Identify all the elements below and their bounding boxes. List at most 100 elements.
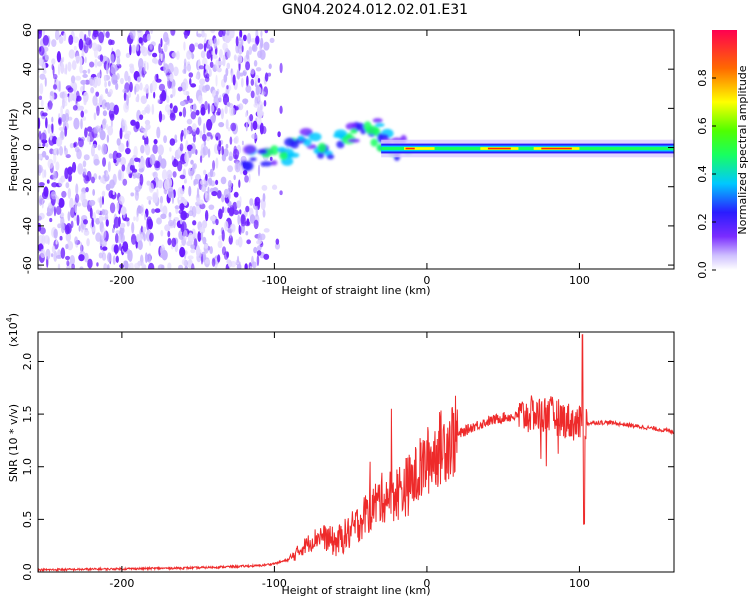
colorbar-gradient (712, 30, 737, 270)
spectrogram-noise-blob (101, 99, 107, 110)
spectrogram-noise-blob (74, 204, 77, 214)
spectrogram-noise-blob (233, 174, 236, 181)
spectrogram-noise-blob (41, 191, 49, 200)
spectrogram-noise-blob (217, 254, 221, 263)
spectrogram-noise-blob (200, 50, 206, 59)
spectrogram-noise-blob (163, 179, 170, 191)
spectrogram-noise-blob (121, 164, 126, 172)
spectrogram-noise-blob (169, 73, 174, 82)
spectrogram-noise-blob (186, 50, 192, 60)
spectrogram-noise-blob (259, 49, 266, 61)
spectrogram-noise-blob (156, 217, 162, 225)
spectrogram-noise-blob (157, 179, 163, 189)
spectrogram-noise-blob (156, 126, 161, 139)
spectrogram-noise-blob (73, 45, 77, 51)
spectrogram-noise-blob (109, 202, 116, 214)
spectrogram-noise-blob (206, 118, 213, 131)
spectrogram-noise-blob (248, 46, 253, 55)
spectrogram-noise-blob (55, 205, 62, 216)
spectrogram-noise-blob (195, 245, 201, 257)
spectrogram-noise-blob (189, 43, 195, 53)
colorbar-tick-label: 0.4 (696, 165, 709, 183)
spectrogram-noise-blob (167, 62, 174, 74)
spectrogram-noise-blob (202, 57, 208, 67)
spectrogram-noise-blob (68, 34, 74, 46)
spectrogram-ytick-label: 20 (21, 101, 34, 115)
spectrogram-noise-blob (91, 217, 94, 228)
spectrogram-noise-blob (167, 230, 171, 238)
spectrogram-noise-blob (155, 78, 162, 83)
spectrogram-noise-blob (263, 253, 270, 260)
spectrogram-noise-blob (136, 76, 141, 83)
spectrogram-noise-blob (136, 43, 140, 52)
spectrogram-noise-blob (227, 260, 233, 268)
spectrogram-noise-blob (186, 63, 192, 72)
spectrogram-noise-blob (55, 239, 58, 245)
spectrogram-noise-blob (57, 223, 62, 229)
spectrogram-noise-blob (211, 50, 216, 56)
spectrogram-noise-blob (171, 237, 177, 248)
spectrogram-noise-blob (250, 78, 255, 86)
spectrogram-noise-blob (187, 255, 194, 260)
spectrogram-noise-blob (227, 186, 232, 193)
spectrogram-noise-blob (56, 196, 60, 205)
spectrogram-noise-blob (107, 161, 111, 173)
spectrogram-noise-blob (105, 62, 109, 75)
spectrogram-noise-blob (200, 231, 204, 241)
spectrogram-noise-blob (230, 223, 236, 233)
spectrogram-noise-blob (218, 149, 221, 155)
spectrogram-noise-blob (137, 30, 143, 39)
spectrogram-noise-blob (210, 30, 216, 34)
spectrogram-noise-blob (223, 188, 229, 198)
spectrogram-noise-blob (91, 32, 97, 40)
spectrogram-noise-blob (92, 189, 96, 196)
spectrogram-noise-blob (65, 255, 71, 261)
spectrogram-noise-blob (38, 95, 43, 100)
spectrogram-ytick-label: 40 (21, 62, 34, 76)
spectrogram-noise-blob (70, 207, 76, 218)
spectrogram-noise-blob (86, 238, 90, 247)
spectrogram-noise-blob (236, 93, 241, 102)
spectrogram-noise-blob (183, 41, 186, 51)
spectrogram-noise-blob (223, 74, 228, 83)
spectrogram-noise-blob (144, 119, 151, 126)
spectrogram-noise-blob (108, 88, 113, 95)
spectrogram-noise-blob (230, 122, 237, 132)
spectrogram-noise-blob (255, 84, 260, 96)
spectrogram-noise-blob (240, 213, 246, 225)
spectrogram-noise-blob (169, 146, 172, 152)
spectrogram-noise-blob (148, 182, 154, 193)
spectrogram-noise-blob (215, 218, 219, 226)
spectrogram-noise-blob (104, 81, 108, 88)
spectrogram-noise-blob (263, 100, 267, 107)
spectrogram-noise-blob (75, 183, 79, 195)
spectrogram-noise-blob (66, 240, 74, 251)
spectrogram-noise-blob (190, 111, 197, 120)
spectrogram-noise-blob (173, 105, 178, 114)
spectrogram-noise-blob (40, 99, 44, 107)
spectrogram-noise-blob (132, 168, 138, 173)
spectrogram-noise-blob (245, 61, 251, 71)
spectrogram-noise-blob (158, 83, 166, 92)
spectrogram-noise-blob (43, 169, 47, 178)
spectrogram-noise-blob (45, 143, 49, 148)
spectrogram-noise-blob (51, 245, 56, 254)
spectrogram-noise-blob (213, 37, 218, 50)
spectrogram-noise-blob (268, 63, 272, 70)
spectrogram-noise-blob (160, 213, 167, 220)
spectrogram-noise-blob (65, 223, 72, 234)
spectrogram-noise-blob (78, 254, 85, 262)
spectrogram-noise-blob (262, 209, 266, 218)
colorbar-tick-label: 0.0 (696, 261, 709, 279)
spectrogram-noise-blob (42, 35, 49, 46)
spectrogram-noise-blob (203, 123, 206, 135)
spectrogram-noise-blob (147, 262, 155, 269)
spectrogram-noise-blob (188, 210, 194, 217)
spectrogram-noise-blob (146, 195, 153, 201)
spectrogram-noise-blob (211, 257, 216, 267)
spectrogram-noise-blob (250, 90, 255, 99)
spectrogram-noise-blob (52, 84, 57, 90)
spectrogram-noise-blob (151, 79, 157, 92)
spectrogram-noise-blob (123, 260, 128, 266)
spectrogram-noise-blob (225, 119, 229, 130)
